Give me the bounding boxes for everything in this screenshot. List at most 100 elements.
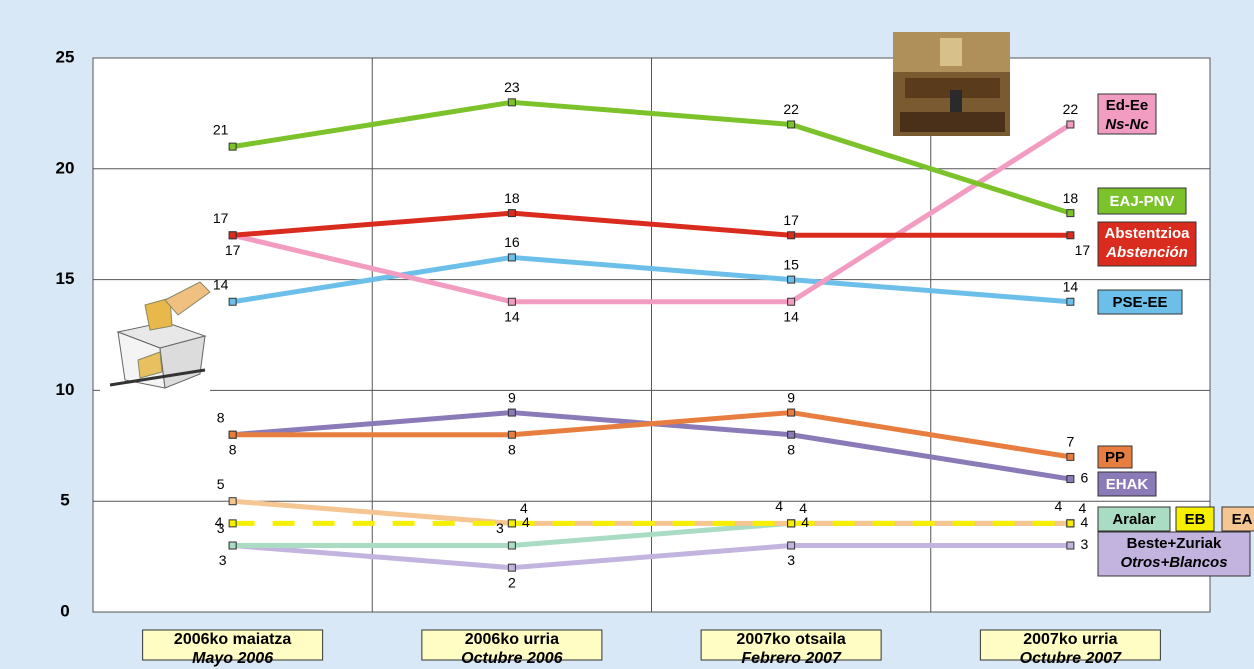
data-label: 3	[219, 552, 227, 568]
data-label: 8	[229, 441, 237, 457]
data-label: 3	[787, 552, 795, 568]
legend-label-es: Ns-Nc	[1105, 116, 1149, 133]
point	[1066, 519, 1075, 528]
data-label: 22	[783, 101, 799, 117]
data-label: 4	[520, 500, 528, 516]
data-label: 16	[504, 234, 520, 250]
data-label: 8	[508, 441, 516, 457]
point	[228, 497, 237, 506]
point	[507, 430, 516, 439]
series-line	[232, 122, 1072, 305]
y-tick-label: 20	[56, 158, 75, 177]
data-label: 17	[225, 242, 241, 258]
category-box	[421, 629, 603, 661]
data-label: 17	[783, 212, 799, 228]
point	[507, 297, 516, 306]
point	[787, 275, 796, 284]
data-label: 17	[1075, 242, 1091, 258]
category-box	[142, 629, 324, 661]
x-tick-label: 2006ko maiatza	[174, 631, 292, 648]
legend-box	[1097, 187, 1187, 215]
point	[228, 430, 237, 439]
series-line	[232, 254, 1071, 305]
legend-label: EAJ-PNV	[1109, 193, 1174, 210]
data-label: 14	[1063, 278, 1079, 294]
legend-box	[1097, 445, 1133, 469]
point	[787, 430, 796, 439]
legend-label: EA	[1232, 511, 1253, 528]
category-box	[700, 629, 882, 661]
legend-box	[1175, 506, 1215, 532]
data-label: 22	[1063, 101, 1079, 117]
data-label: 3	[496, 520, 504, 536]
point	[1066, 209, 1075, 218]
legend-box	[1097, 93, 1157, 135]
point	[1066, 541, 1075, 550]
legend-label: EHAK	[1106, 476, 1149, 493]
legend-box	[1221, 506, 1254, 532]
y-tick-label: 25	[56, 47, 75, 66]
x-tick-label-es: Febrero 2007	[741, 650, 842, 667]
data-label: 6	[1080, 470, 1088, 486]
x-tick-label-es: Octubre 2007	[1020, 650, 1122, 667]
point	[507, 563, 516, 572]
data-label: 7	[1066, 434, 1074, 450]
data-label: 5	[217, 476, 225, 492]
data-label: 4	[799, 500, 807, 516]
data-label: 14	[783, 308, 799, 324]
point	[228, 142, 237, 151]
legend-label: EB	[1185, 511, 1206, 528]
point	[787, 408, 796, 417]
x-tick-label: 2007ko urria	[1023, 631, 1117, 648]
legend-label: Aralar	[1112, 511, 1156, 528]
point	[228, 541, 237, 550]
point	[507, 98, 516, 107]
data-label: 4	[1080, 514, 1088, 530]
point	[1066, 475, 1075, 484]
y-tick-label: 5	[60, 491, 69, 510]
point	[787, 231, 796, 240]
ballot-box	[100, 281, 211, 392]
point	[787, 541, 796, 550]
data-label: 15	[783, 256, 799, 272]
data-label: 9	[787, 389, 795, 405]
data-label: 21	[213, 121, 229, 137]
legend-label: Abstentzioa	[1104, 225, 1190, 242]
series-line	[232, 543, 1071, 571]
data-label: 4	[522, 514, 530, 530]
point	[1066, 120, 1075, 129]
legend-box	[1097, 531, 1251, 577]
category-box	[979, 629, 1161, 661]
legend-box	[1097, 289, 1183, 315]
point	[787, 297, 796, 306]
legend-box	[1097, 506, 1171, 532]
legend-label: PP	[1105, 449, 1125, 466]
point	[507, 209, 516, 218]
data-label: 14	[213, 276, 229, 292]
point	[787, 120, 796, 129]
point	[507, 519, 516, 528]
data-label: 3	[217, 520, 225, 536]
data-label: 3	[1080, 536, 1088, 552]
point	[507, 253, 516, 262]
data-label: 17	[213, 210, 229, 226]
data-label: 23	[504, 79, 520, 95]
point	[1066, 231, 1075, 240]
point	[228, 519, 237, 528]
parliament-photo	[893, 32, 1010, 136]
legend-label: PSE-EE	[1112, 294, 1167, 311]
legend-box	[1097, 221, 1197, 267]
data-label: 4	[1054, 498, 1062, 514]
data-label: 14	[504, 308, 520, 324]
point	[507, 408, 516, 417]
data-label: 2	[508, 574, 516, 590]
legend-box	[1097, 471, 1157, 497]
legend-label: Beste+Zuriak	[1127, 535, 1222, 552]
legend-label: Ed-Ee	[1106, 97, 1149, 114]
data-label: 8	[217, 409, 225, 425]
data-label: 8	[787, 441, 795, 457]
y-tick-label: 0	[60, 601, 69, 620]
data-label: 18	[1063, 190, 1079, 206]
